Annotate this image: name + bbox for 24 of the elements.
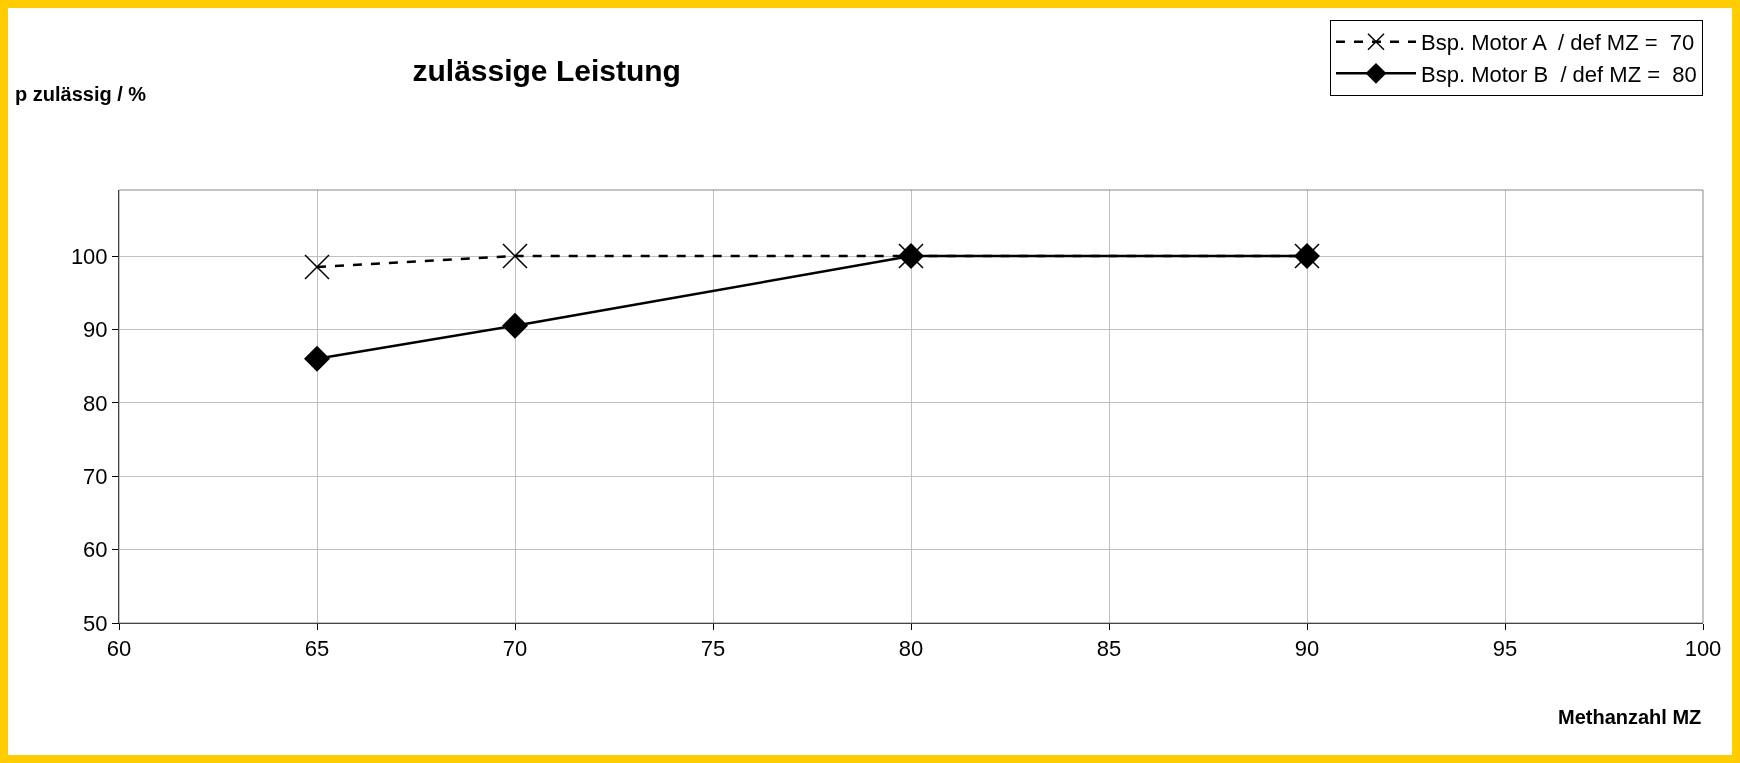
x-tick-label: 70 [502, 636, 528, 662]
x-tick-label: 90 [1294, 636, 1320, 662]
legend-label: Bsp. Motor A / def MZ = 70 [1421, 30, 1695, 56]
x-tick-label: 100 [1684, 636, 1722, 662]
x-tick-label: 65 [304, 636, 330, 662]
x-tick-label: 80 [898, 636, 924, 662]
y-tick-label: 100 [70, 243, 108, 269]
point [502, 243, 528, 269]
y-tick-label: 70 [83, 463, 108, 489]
x-tick-label: 60 [106, 636, 132, 662]
legend-label: Bsp. Motor B / def MZ = 80 [1421, 61, 1697, 87]
y-tick-label: 80 [83, 390, 108, 416]
point [502, 312, 528, 339]
chart-title: zulässige Leistung [412, 53, 681, 87]
x-tick-label: 75 [700, 636, 726, 662]
x-tick-label: 85 [1096, 636, 1122, 662]
y-tick-label: 60 [83, 537, 108, 563]
point [304, 254, 330, 280]
point [304, 345, 330, 372]
y-tick-label: 90 [83, 317, 108, 343]
y-tick-label: 50 [83, 610, 108, 636]
x-tick-label: 95 [1492, 636, 1518, 662]
x-axis-title: Methanzahl MZ [1558, 706, 1702, 728]
y-axis-title: p zulässig / % [15, 83, 147, 105]
